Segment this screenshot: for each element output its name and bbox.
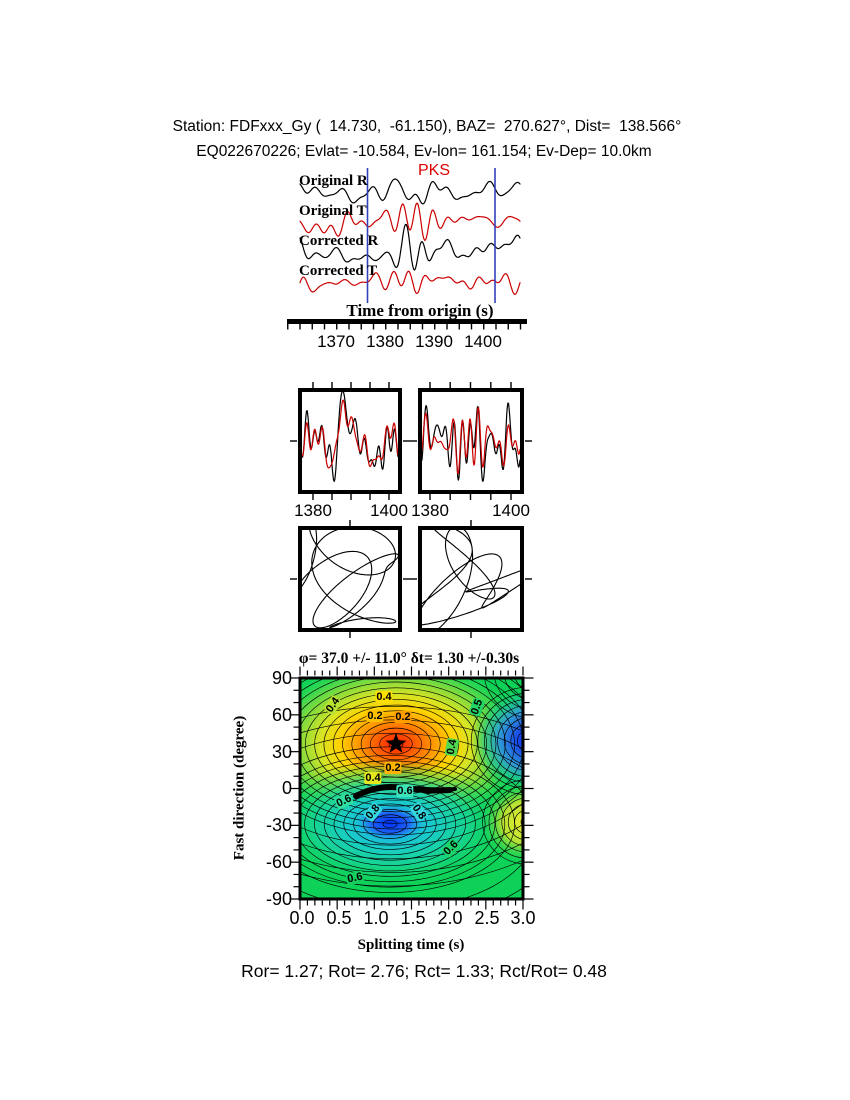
time-tick-label: 1390: [415, 332, 453, 351]
time-axis-label: Time from origin (s): [346, 301, 494, 320]
contour-level-label: 0.4: [364, 772, 382, 784]
particle-motion-boxes: [290, 520, 532, 638]
best-fit-star-marker: [385, 733, 407, 753]
seismogram-traces: [299, 168, 521, 303]
splitting-time-tick-label: 3.0: [510, 908, 536, 928]
splitting-time-tick-label: 0.5: [326, 908, 352, 928]
trace-label-corrected-r: Corrected R: [299, 233, 379, 249]
fast-direction-tick-label: -60: [265, 852, 292, 872]
time-axis: [287, 319, 527, 330]
event-header: EQ022670226; Evlat= -10.584, Ev-lon= 161…: [196, 143, 652, 160]
splitting-time-tick-label: 2.0: [437, 908, 463, 928]
splitting-time-tick-label: 0.0: [289, 908, 315, 928]
trace-label-corrected-t: Corrected T: [299, 263, 378, 279]
time-tick-label: 1370: [317, 332, 355, 351]
result-stats: Ror= 1.27; Rot= 2.76; Rct= 1.33; Rct/Rot…: [241, 961, 607, 981]
splitting-time-tick-label: 1.5: [400, 908, 426, 928]
fast-direction-tick-label: 60: [271, 705, 292, 725]
contour-title: φ= 37.0 +/- 11.0° δt= 1.30 +/-0.30s: [298, 650, 520, 667]
wave-tick-label: 1400: [370, 501, 408, 520]
contour-level-label: 0.2: [394, 711, 412, 723]
fast-direction-tick-label: 0: [281, 778, 292, 798]
time-tick-label: 1400: [464, 332, 502, 351]
time-tick-label: 1380: [366, 332, 404, 351]
phase-label: PKS: [417, 162, 451, 179]
contour-level-label: 0.4: [375, 691, 393, 703]
contour-level-label: 0.2: [384, 762, 402, 774]
fast-direction-tick-label: 30: [271, 742, 292, 762]
wave-tick-label: 1380: [411, 501, 449, 520]
misfit-contour-map: [301, 679, 522, 898]
contour-level-label: 0.6: [396, 785, 414, 797]
splitting-time-tick-label: 2.5: [474, 908, 500, 928]
wave-tick-label: 1400: [492, 501, 530, 520]
splitting-time-tick-label: 1.0: [363, 908, 389, 928]
trace-label-original-t: Original T: [299, 203, 367, 219]
fast-direction-tick-label: 90: [271, 668, 292, 688]
fast-direction-tick-label: -90: [265, 889, 292, 909]
x-axis-title: Splitting time (s): [357, 937, 465, 953]
trace-label-original-r: Original R: [299, 173, 368, 189]
waveform-overlay-boxes: [290, 382, 532, 500]
fast-direction-tick-label: -30: [265, 815, 292, 835]
wave-tick-label: 1380: [294, 501, 332, 520]
y-axis-title: Fast direction (degree): [231, 715, 248, 861]
contour-frame-and-ticks: [289, 666, 534, 910]
contour-level-label: 0.2: [366, 710, 384, 722]
station-header: Station: FDFxxx_Gy ( 14.730, -61.150), B…: [172, 118, 682, 135]
